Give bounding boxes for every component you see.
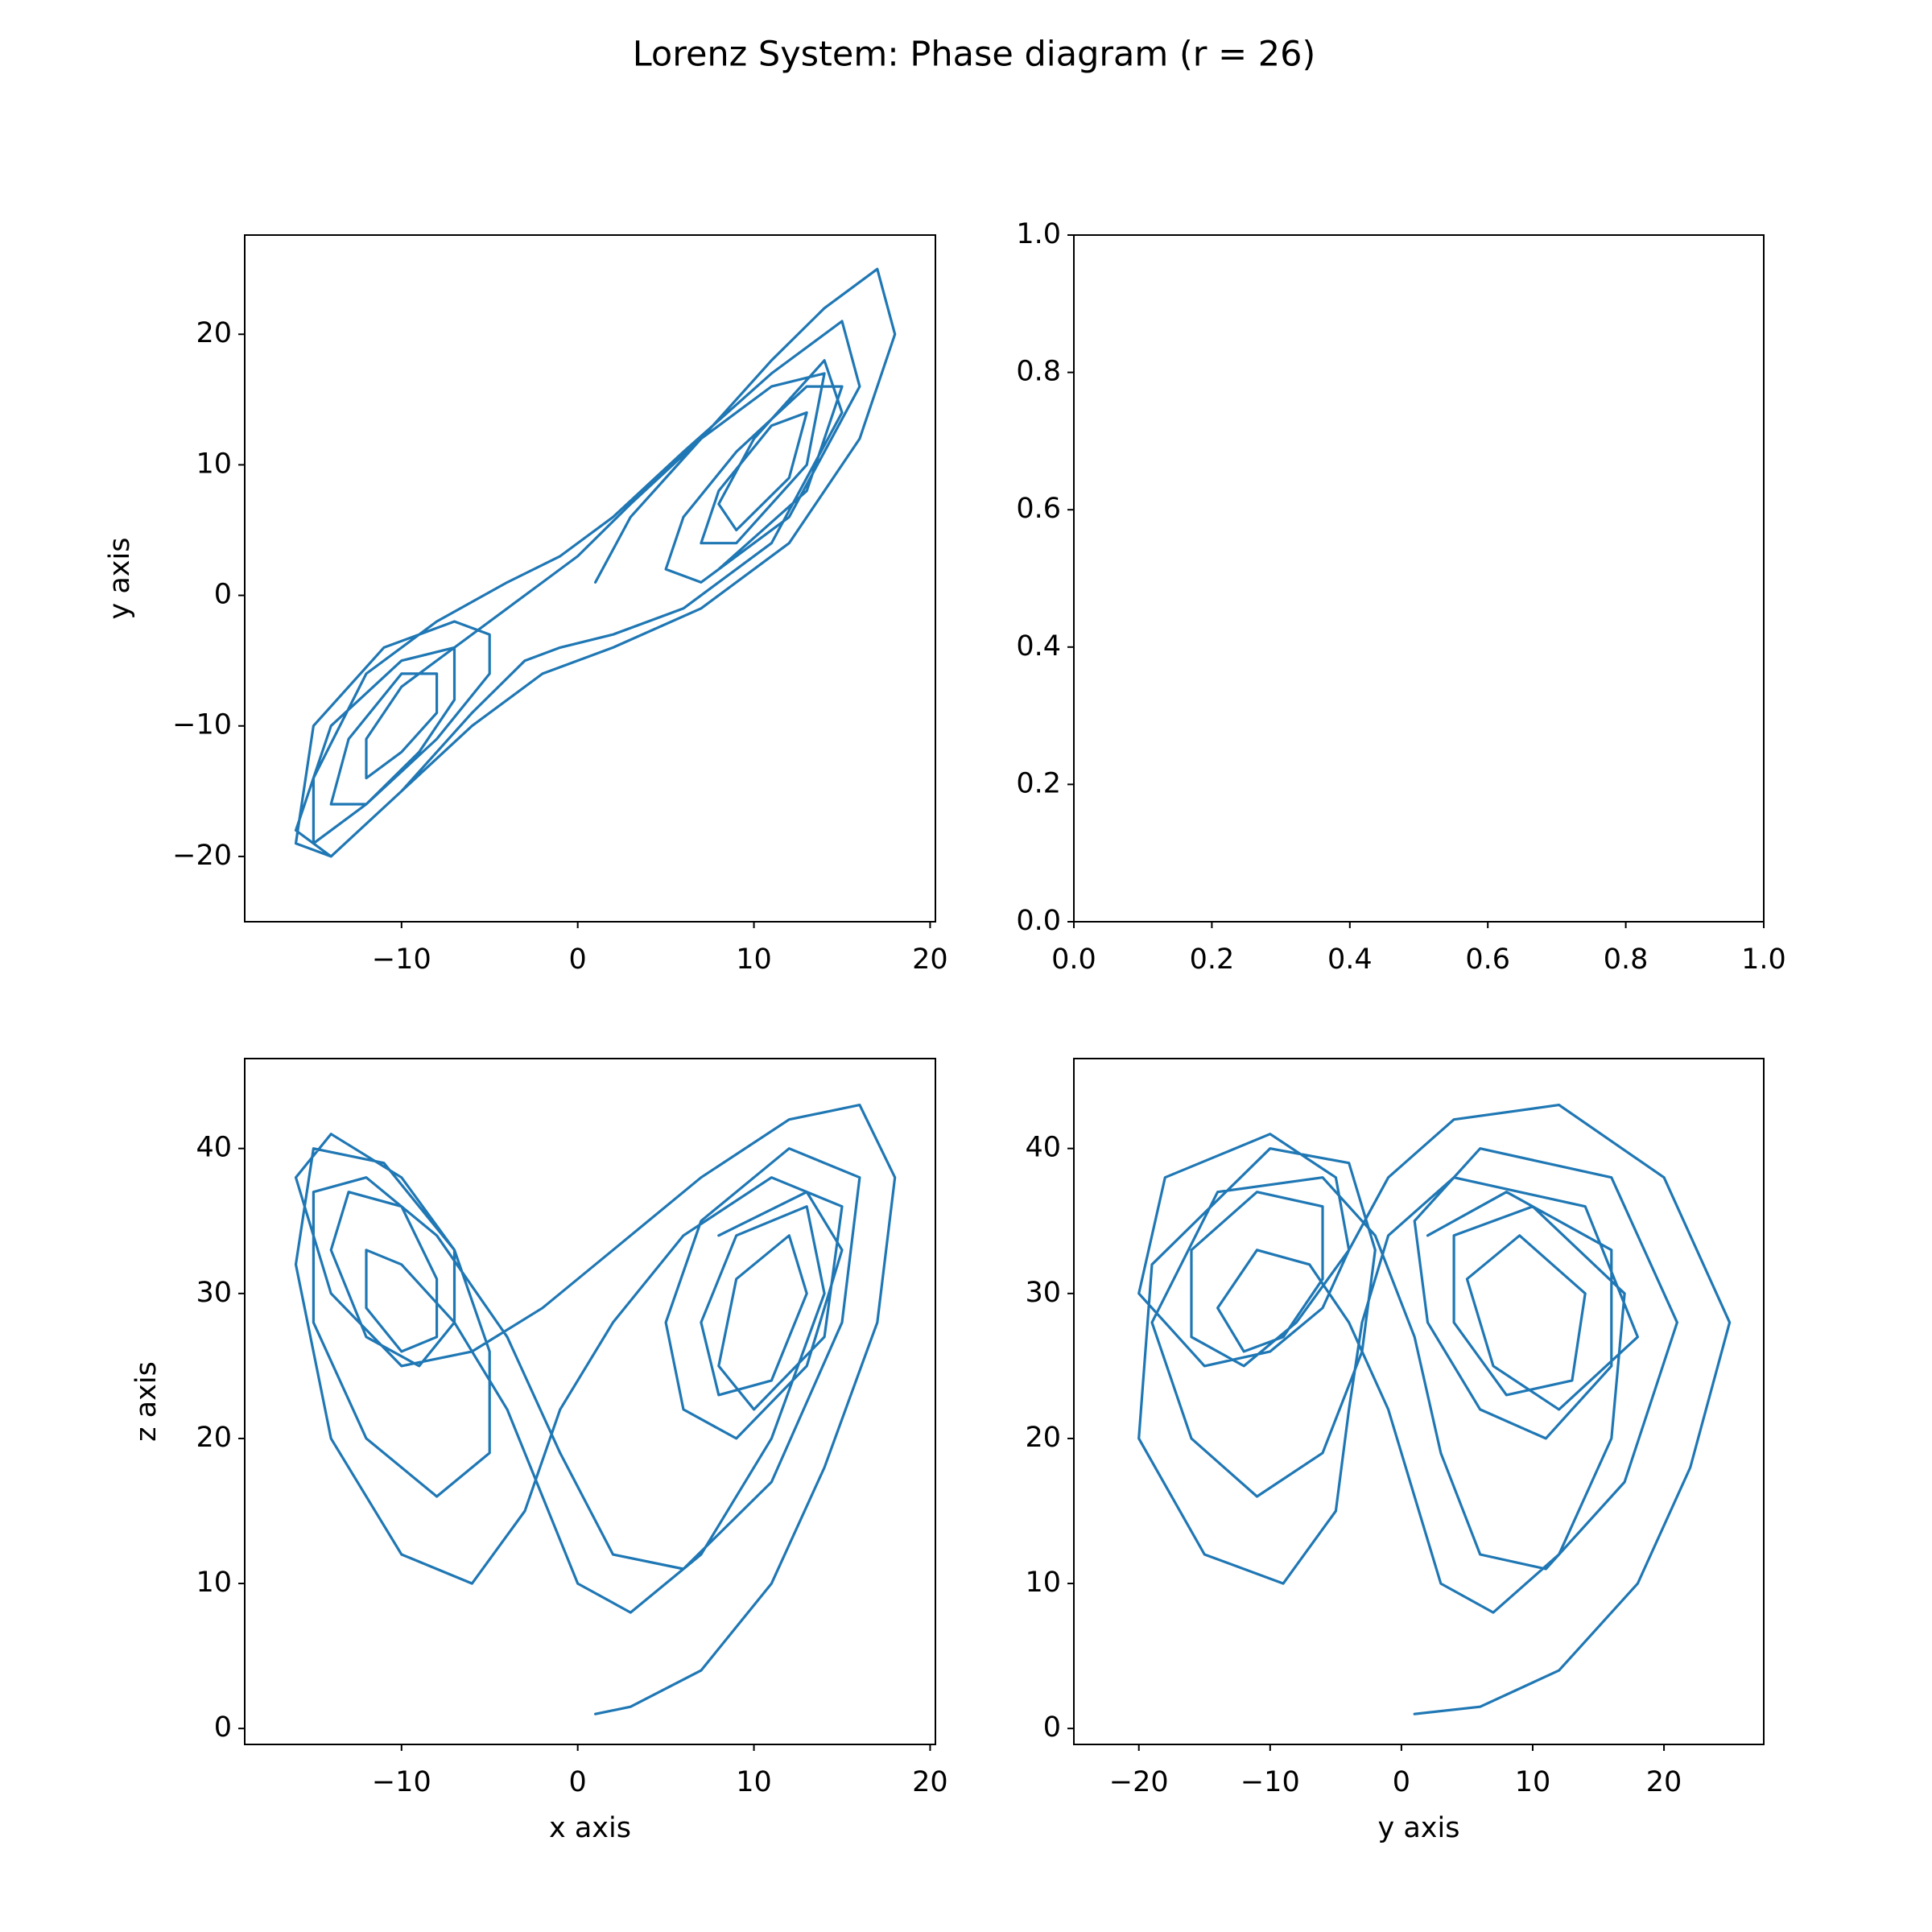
axes-frame [244,1058,936,1745]
x-tick-label: 20 [912,943,948,976]
x-tick-label: 0.4 [1327,943,1373,976]
y-tick-label: 10 [1025,1567,1061,1599]
y-tick-label: −20 [172,840,232,872]
y-axis-label: z axis [130,1361,163,1442]
x-tick-label: −10 [1241,1766,1300,1798]
x-tick-label: 20 [912,1766,948,1798]
y-tick-label: 0.6 [1016,493,1061,525]
x-axis-label: x axis [549,1812,631,1844]
y-tick-label: 40 [196,1132,232,1164]
subplot: 0.0 0.2 0.4 0.6 0.8 1.0 0.0 0.2 0.4 0.6 0.8 1.0 [1016,218,1786,976]
x-tick-label: 0.2 [1190,943,1235,976]
subplot: −10 0 10 20 −20 −10 0 10 20 y axis [104,234,948,976]
x-tick-label: 1.0 [1741,943,1786,976]
y-tick-label: 10 [196,1567,232,1599]
y-tick-label: 30 [1025,1277,1061,1309]
x-axis-label: y axis [1378,1812,1460,1844]
subplot: −10 0 10 20 0 10 20 30 40 x axis z axis [130,1058,948,1844]
x-tick-label: 20 [1646,1766,1682,1798]
y-tick-label: 0.4 [1016,630,1061,663]
figure-title: Lorenz System: Phase diagram (r = 26) [633,35,1316,75]
x-tick-label: 0.0 [1051,943,1096,976]
y-tick-label: 0 [214,579,232,611]
trajectory-line [294,267,897,858]
trajectory-line [1137,1104,1732,1715]
x-tick-label: −10 [372,1766,431,1798]
x-tick-label: 10 [1515,1766,1551,1798]
axes-frame [1073,1058,1765,1745]
axes-frame [244,234,936,923]
axes-frame [1073,234,1765,923]
y-tick-label: 20 [196,317,232,349]
y-axis-label: y axis [104,538,136,620]
y-tick-label: 20 [1025,1422,1061,1454]
y-tick-label: 0.8 [1016,356,1061,388]
x-tick-label: 10 [736,1766,772,1798]
x-tick-label: 0.6 [1465,943,1510,976]
x-tick-label: 0 [1393,1766,1410,1798]
x-tick-label: 0.8 [1604,943,1649,976]
y-tick-label: 10 [196,448,232,480]
x-tick-label: 10 [736,943,772,976]
y-tick-label: −10 [172,709,232,741]
x-tick-label: −10 [372,943,431,976]
y-tick-label: 30 [196,1277,232,1309]
y-tick-label: 0.0 [1016,905,1061,937]
x-tick-label: −20 [1109,1766,1169,1798]
y-tick-label: 0.2 [1016,767,1061,799]
y-tick-label: 0 [214,1711,232,1744]
y-tick-label: 1.0 [1016,218,1061,250]
x-tick-label: 0 [569,1766,587,1798]
y-tick-label: 20 [196,1422,232,1454]
y-tick-label: 0 [1043,1711,1061,1744]
x-tick-label: 0 [569,943,587,976]
subplot: −20 −10 0 10 20 0 10 20 30 40 y axis [1025,1058,1765,1844]
y-tick-label: 40 [1025,1132,1061,1164]
trajectory-line [294,1104,897,1715]
